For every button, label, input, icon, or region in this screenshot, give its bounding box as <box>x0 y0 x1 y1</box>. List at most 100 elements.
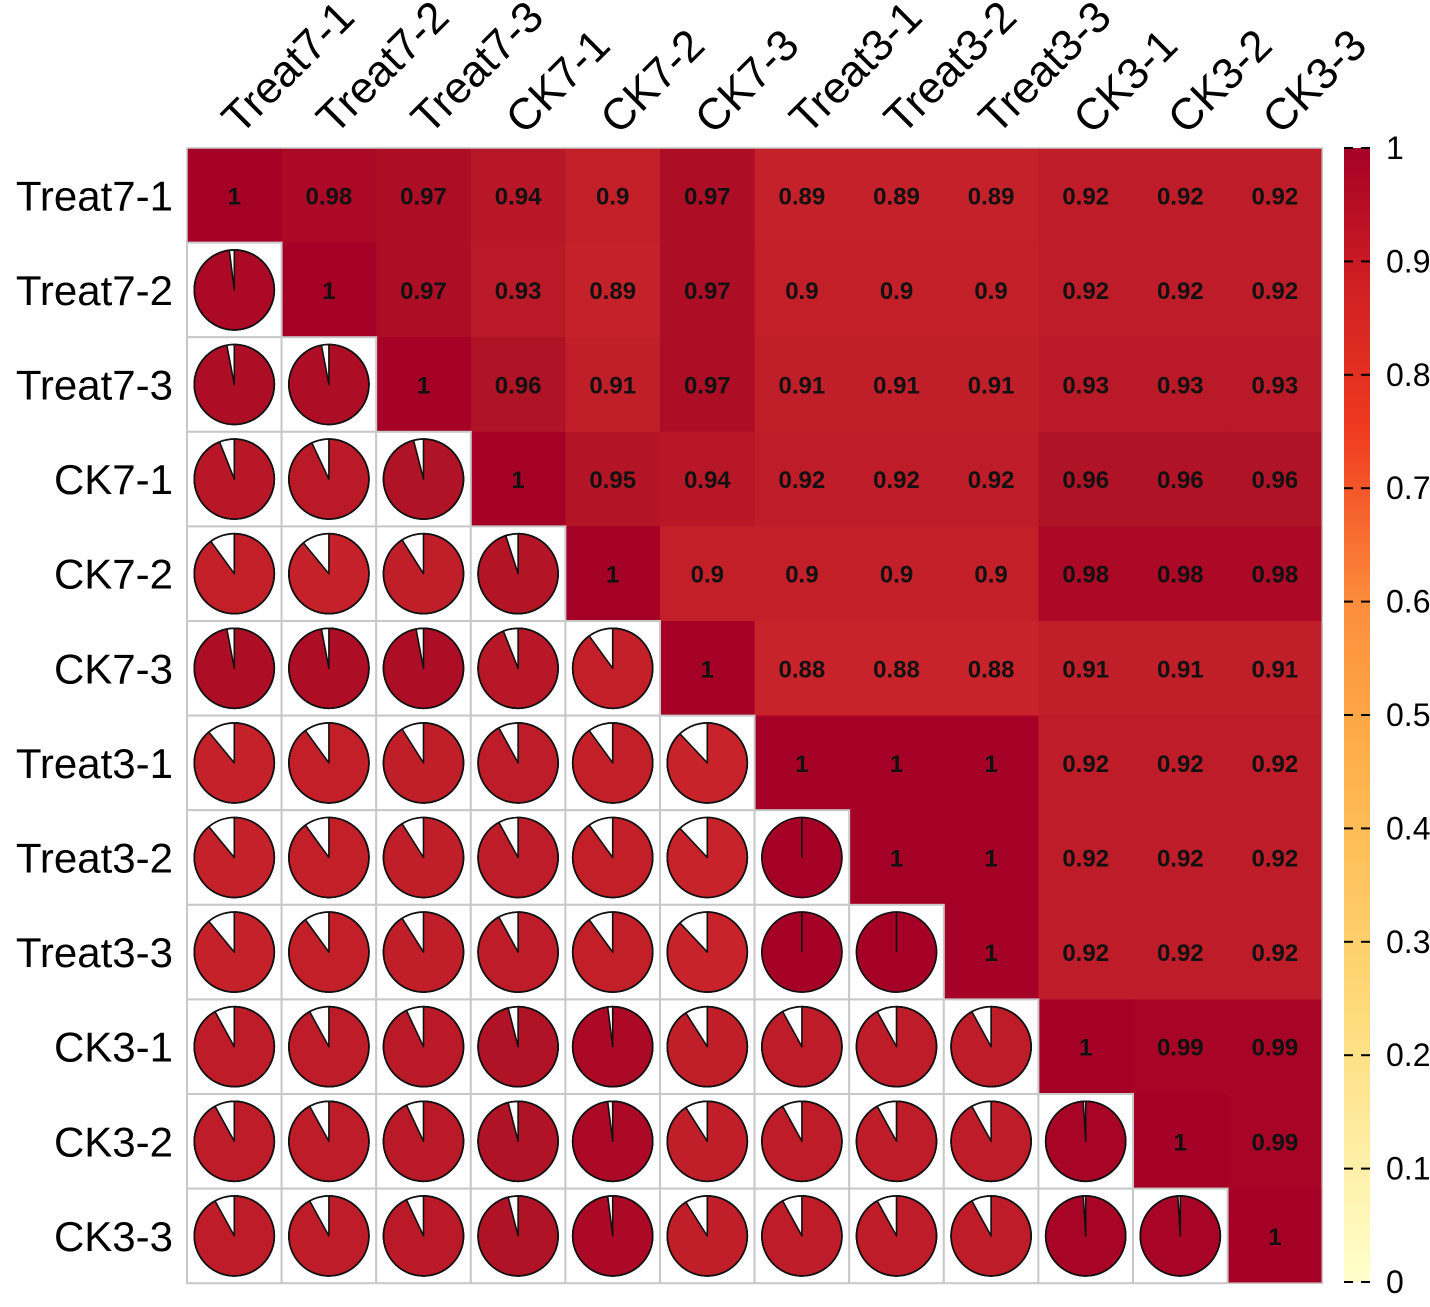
value-label-7-10: 0.92 <box>1157 846 1204 873</box>
heat-cell-6-7 <box>849 715 945 811</box>
pie-7-6 <box>761 816 843 899</box>
heat-cell-7-9 <box>1038 810 1134 906</box>
value-label-9-10: 0.99 <box>1157 1035 1204 1062</box>
pie-10-4 <box>571 1100 654 1183</box>
pie-10-5 <box>666 1100 749 1183</box>
heat-cell-2-2 <box>376 337 472 433</box>
pie-5-0 <box>193 627 276 710</box>
pie-outline <box>855 1005 938 1088</box>
value-label-4-6: 0.9 <box>785 562 818 589</box>
colorbar-tick-label-6: 0.6 <box>1386 584 1430 620</box>
pie-outline <box>288 532 370 615</box>
value-label-0-1: 0.98 <box>306 183 353 210</box>
pie-outline <box>288 1100 370 1183</box>
pie-outline <box>666 722 749 804</box>
value-label-7-11: 0.92 <box>1252 846 1299 873</box>
pie-8-0 <box>193 911 276 993</box>
pie-8-1 <box>288 911 370 993</box>
pie-10-3 <box>477 1100 559 1183</box>
heat-cell-0-11 <box>1227 148 1323 244</box>
heat-cell-0-5 <box>660 148 756 244</box>
pie-outline <box>193 1005 276 1088</box>
value-label-5-10: 0.91 <box>1157 656 1204 683</box>
row-label-6: Treat3-1 <box>16 740 173 787</box>
heat-cell-0-9 <box>1038 148 1134 244</box>
pie-outline <box>477 722 559 804</box>
value-label-3-6: 0.92 <box>779 467 826 494</box>
value-label-2-10: 0.93 <box>1157 373 1204 400</box>
value-label-9-11: 0.99 <box>1252 1035 1299 1062</box>
value-label-10-11: 0.99 <box>1252 1129 1299 1156</box>
heat-cell-3-7 <box>849 431 945 527</box>
pie-outline <box>193 249 276 331</box>
pie-outline <box>950 1005 1032 1088</box>
pie-outline <box>382 532 465 615</box>
value-label-3-3: 1 <box>511 467 524 494</box>
pie-6-3 <box>477 722 559 804</box>
pie-10-2 <box>382 1100 465 1183</box>
heat-cell-8-9 <box>1038 904 1134 1000</box>
pie-7-1 <box>288 816 370 899</box>
pie-outline <box>193 1195 276 1277</box>
heat-cell-6-11 <box>1227 715 1323 811</box>
pie-outline <box>288 343 370 426</box>
value-label-2-2: 1 <box>417 373 430 400</box>
heat-cell-1-6 <box>754 242 850 338</box>
value-label-1-7: 0.9 <box>880 278 913 305</box>
value-label-0-6: 0.89 <box>779 183 826 210</box>
pie-9-2 <box>382 1005 465 1088</box>
pie-5-2 <box>382 627 465 710</box>
pie-9-4 <box>571 1005 654 1088</box>
pie-outline <box>288 438 370 520</box>
pie-8-6 <box>761 911 843 993</box>
pie-outline <box>477 532 559 615</box>
value-label-9-9: 1 <box>1079 1035 1092 1062</box>
heat-cell-0-6 <box>754 148 850 244</box>
pie-8-7 <box>855 911 938 993</box>
heat-cell-7-8 <box>943 810 1039 906</box>
pie-9-3 <box>477 1005 559 1088</box>
value-label-1-10: 0.92 <box>1157 278 1204 305</box>
heat-cell-8-11 <box>1227 904 1323 1000</box>
pie-10-8 <box>950 1100 1032 1183</box>
value-label-0-4: 0.9 <box>596 183 629 210</box>
heat-cell-0-0 <box>187 148 283 244</box>
pie-6-4 <box>571 722 654 804</box>
pie-9-8 <box>950 1005 1032 1088</box>
pie-outline <box>477 1100 559 1183</box>
pie-outline <box>382 816 465 899</box>
row-label-4: CK7-2 <box>54 551 173 598</box>
pie-6-5 <box>666 722 749 804</box>
heat-cell-1-2 <box>376 242 472 338</box>
pie-11-4 <box>571 1195 654 1277</box>
colorbar-tick-label-7: 0.7 <box>1386 470 1430 506</box>
pie-outline <box>382 627 465 710</box>
heat-cell-4-4 <box>565 526 661 622</box>
heat-cell-6-8 <box>943 715 1039 811</box>
pie-3-1 <box>288 438 370 520</box>
pie-5-4 <box>571 627 654 710</box>
pie-outline <box>571 816 654 899</box>
pie-10-7 <box>855 1100 938 1183</box>
heat-cell-3-3 <box>470 431 566 527</box>
value-label-5-6: 0.88 <box>779 656 826 683</box>
column-labels: Treat7-1Treat7-2Treat7-3CK7-1CK7-2CK7-3T… <box>213 0 1376 143</box>
heat-cell-10-11 <box>1227 1094 1323 1190</box>
heat-cell-5-7 <box>849 621 945 717</box>
row-label-5: CK7-3 <box>54 645 173 692</box>
heat-cell-1-8 <box>943 242 1039 338</box>
heat-cell-5-10 <box>1133 621 1229 717</box>
heat-cell-2-4 <box>565 337 661 433</box>
pie-outline <box>288 627 370 710</box>
value-label-4-10: 0.98 <box>1157 562 1204 589</box>
heat-cell-3-5 <box>660 431 756 527</box>
pie-outline <box>193 532 276 615</box>
heat-cell-2-7 <box>849 337 945 433</box>
row-label-0: Treat7-1 <box>16 172 173 219</box>
pie-10-0 <box>193 1100 276 1183</box>
value-label-6-6: 1 <box>795 751 808 778</box>
value-label-3-9: 0.96 <box>1062 467 1109 494</box>
heat-cell-1-9 <box>1038 242 1134 338</box>
heat-cell-2-8 <box>943 337 1039 433</box>
